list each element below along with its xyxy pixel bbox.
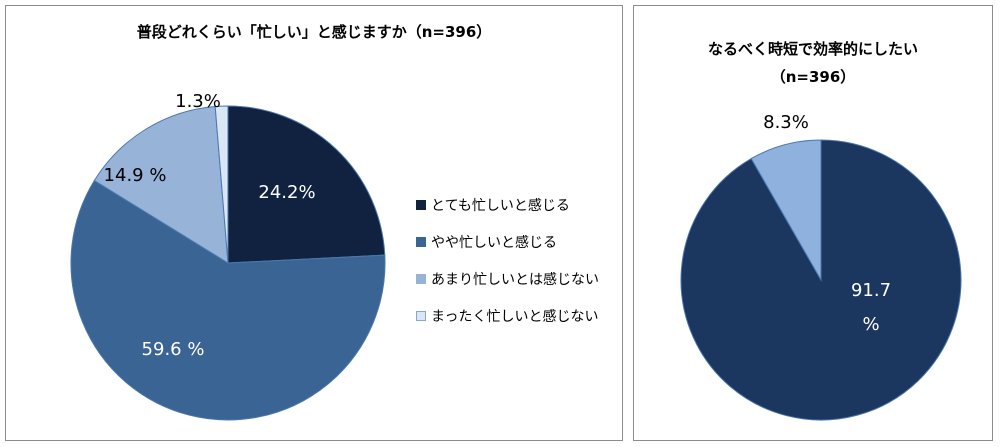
data-label: 91.7% [851,280,891,335]
data-label: 14.9 % [104,165,167,186]
legend-label: あまり忙しいとは感じない [431,271,599,288]
legend-item: あまり忙しいとは感じない [416,260,599,297]
legend-label: まったく忙しいと感じない [431,308,599,325]
data-label-line: % [862,314,879,335]
pie-slice [93,105,229,264]
data-label: 8.3% [763,112,809,133]
data-label: 59.6 % [142,339,205,360]
chart-title: 普段どれくらい「忙しい」と感じますか（n=396） [136,23,492,41]
chart-panel-busyness: 普段どれくらい「忙しい」と感じますか（n=396） 24.2% 59.6 % 14.… [5,5,623,441]
pie-chart-busyness: 24.2% 59.6 % 14.9 % 1.3% [70,91,386,421]
pie-slice [214,105,229,264]
pie-chart-time-saving: 91.7 % 8.3% [680,112,962,421]
data-label-line: 8.3% [763,112,809,133]
legend-label: やや忙しいと感じる [431,234,557,251]
legend-label: とても忙しいと感じる [431,197,570,214]
legend-swatch [416,199,426,210]
legend-swatch [416,310,426,321]
legend-swatch [416,273,426,284]
legend-swatch [416,236,426,247]
legend-item: やや忙しいと感じる [416,223,599,260]
legend-item: とても忙しいと感じる [416,186,599,223]
data-label-line: 91.7 [851,280,891,301]
chart-panel-time-saving: なるべく時短で効率的にしたい （n=396） 91.7% 8.3% [633,5,993,441]
legend-item: まったく忙しいと感じない [416,297,599,334]
pie-slice [750,139,822,282]
data-label: 24.2% [258,182,315,203]
chart-title-line2: （n=396） [770,68,856,86]
pie-slice [70,179,386,421]
data-label: 1.3% [175,91,221,112]
pie-slice [227,105,386,264]
chart-title-line1: なるべく時短で効率的にしたい [707,40,918,58]
legend: とても忙しいと感じる やや忙しいと感じる あまり忙しいとは感じない まったく忙し… [416,186,599,334]
